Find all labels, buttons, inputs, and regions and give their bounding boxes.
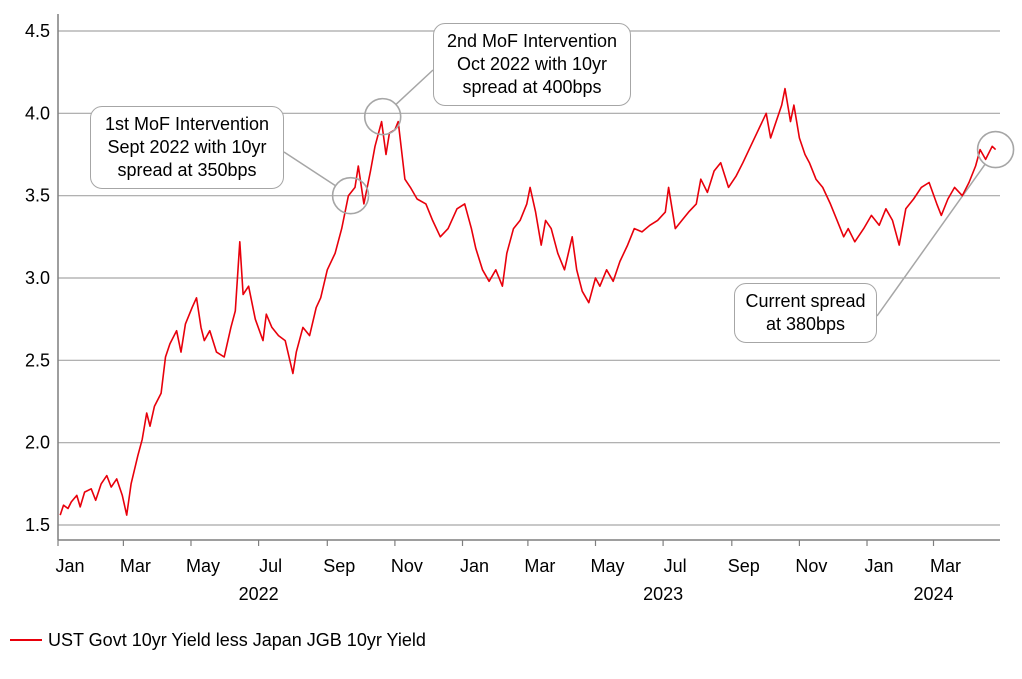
annotation-line: Sept 2022 with 10yr bbox=[107, 137, 267, 157]
annotation-current: Current spread at 380bps bbox=[734, 283, 877, 343]
annotation-line: at 380bps bbox=[765, 314, 846, 334]
annotation-line: 2nd MoF Intervention bbox=[446, 31, 618, 51]
legend: UST Govt 10yr Yield less Japan JGB 10yr … bbox=[10, 628, 426, 652]
x-tick-label: Sep bbox=[323, 556, 355, 576]
annotation-connector bbox=[876, 163, 986, 317]
annotation-line: spread at 400bps bbox=[462, 77, 602, 97]
annotation-connectors bbox=[283, 69, 986, 317]
x-tick-label: Jan bbox=[55, 556, 84, 576]
legend-swatch bbox=[10, 639, 42, 641]
axes bbox=[57, 14, 1000, 541]
y-tick-labels: 1.5 2.0 2.5 3.0 3.5 4.0 4.5 bbox=[25, 21, 50, 535]
annotation-mof2: 2nd MoF Intervention Oct 2022 with 10yr … bbox=[433, 23, 631, 106]
x-tick-label: Mar bbox=[524, 556, 555, 576]
annotation-marker bbox=[331, 176, 370, 215]
x-tick-label: Nov bbox=[391, 556, 423, 576]
series-line bbox=[59, 87, 997, 516]
annotation-line: spread at 350bps bbox=[117, 160, 257, 180]
x-tick-label: Nov bbox=[795, 556, 827, 576]
x-tick-labels: Jan Mar May Jul Sep Nov Jan Mar May Jul Sep Nov Jan M… bbox=[55, 540, 961, 604]
x-year-label: 2024 bbox=[913, 584, 953, 604]
y-tick-label: 2.5 bbox=[25, 350, 50, 370]
annotation-connector bbox=[283, 151, 336, 187]
x-tick-label: Jan bbox=[460, 556, 489, 576]
annotation-markers bbox=[331, 97, 1015, 215]
x-tick-label: Jan bbox=[864, 556, 893, 576]
annotation-line: 1st MoF Intervention bbox=[104, 114, 270, 134]
annotation-mof1: 1st MoF Intervention Sept 2022 with 10yr… bbox=[90, 106, 284, 189]
x-year-label: 2022 bbox=[239, 584, 279, 604]
annotation-line: Oct 2022 with 10yr bbox=[456, 54, 608, 74]
x-tick-label: Mar bbox=[120, 556, 151, 576]
annotation-marker bbox=[363, 97, 402, 136]
annotation-connector bbox=[395, 69, 434, 105]
x-tick-label: May bbox=[590, 556, 624, 576]
y-tick-label: 4.5 bbox=[25, 21, 50, 41]
annotation-line: Current spread bbox=[745, 291, 866, 311]
y-tick-label: 1.5 bbox=[25, 515, 50, 535]
x-tick-label: Sep bbox=[728, 556, 760, 576]
x-year-label: 2023 bbox=[643, 584, 683, 604]
legend-label: UST Govt 10yr Yield less Japan JGB 10yr … bbox=[48, 629, 426, 650]
x-tick-label: Mar bbox=[930, 556, 961, 576]
y-tick-label: 2.0 bbox=[25, 433, 50, 453]
y-tick-label: 3.5 bbox=[25, 186, 50, 206]
x-tick-label: Jul bbox=[259, 556, 282, 576]
x-tick-label: May bbox=[186, 556, 220, 576]
annotation-marker bbox=[976, 130, 1015, 169]
y-tick-label: 3.0 bbox=[25, 268, 50, 288]
y-tick-label: 4.0 bbox=[25, 103, 50, 123]
x-tick-label: Jul bbox=[664, 556, 687, 576]
